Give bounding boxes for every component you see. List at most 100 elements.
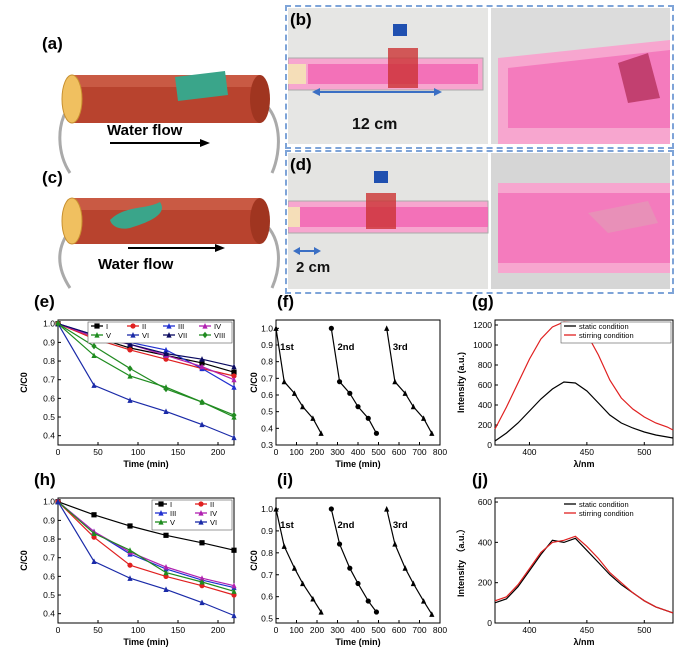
legend-marker (158, 501, 164, 507)
x-tick-label: 150 (171, 447, 185, 457)
x-tick-label: 800 (433, 447, 447, 457)
series-line-1 (57, 501, 235, 551)
photo-d (288, 153, 670, 289)
y-tick-label: 600 (478, 380, 492, 390)
data-point (91, 530, 97, 537)
series-line-6 (57, 323, 235, 439)
y-tick-label: 1200 (473, 320, 492, 330)
data-point (402, 565, 408, 571)
y-tick-label: 0.8 (261, 548, 273, 558)
legend-marker (158, 519, 164, 525)
y-tick-label: 1000 (473, 340, 492, 350)
data-point (199, 360, 205, 366)
panel-label-j: (j) (472, 470, 489, 489)
y-tick-label: 0.4 (43, 431, 55, 441)
x-tick-label: 300 (330, 625, 344, 635)
data-point (231, 373, 237, 379)
y-tick-label: 0.7 (43, 553, 55, 563)
water-flow-label-c: Water flow (98, 256, 174, 273)
series-line-2 (494, 535, 674, 614)
data-point (231, 612, 237, 619)
data-point (318, 609, 324, 615)
data-point (410, 403, 416, 410)
y-tick-label: 0 (487, 440, 492, 450)
x-tick-label: 500 (371, 447, 385, 457)
x-tick-label: 50 (93, 625, 103, 635)
data-point (310, 415, 316, 421)
y-tick-label: 0 (487, 618, 492, 628)
data-point (231, 547, 237, 553)
panel-label-d: (d) (290, 155, 312, 174)
data-point (429, 430, 435, 436)
y-axis-label: Intensity （a.u.） (456, 524, 466, 597)
data-point (231, 363, 237, 370)
series-line-6 (57, 501, 235, 617)
legend-marker (94, 323, 100, 329)
data-point (199, 578, 205, 585)
cycle-label: 2nd (338, 520, 355, 531)
data-point (365, 598, 371, 604)
series-line-1 (494, 381, 674, 442)
data-point (402, 390, 408, 396)
y-tick-label: 1.0 (43, 497, 55, 507)
data-point (127, 341, 133, 347)
data-point (91, 342, 97, 350)
tube-schematic-c (58, 197, 280, 289)
legend-label: VI (210, 518, 217, 527)
data-point (291, 390, 298, 396)
y-tick-label: 0.5 (261, 614, 273, 624)
data-point (55, 320, 61, 327)
data-point (347, 390, 353, 396)
data-point (127, 397, 133, 403)
x-tick-label: 600 (392, 447, 406, 457)
x-axis-label: Time (min) (123, 459, 168, 469)
legend-label: static condition (579, 500, 629, 509)
x-tick-label: 500 (637, 625, 651, 635)
x-tick-label: 0 (56, 625, 61, 635)
x-tick-label: 0 (56, 447, 61, 457)
data-point (384, 505, 390, 512)
data-point (355, 404, 361, 410)
series-line-2 (57, 501, 235, 596)
x-axis-label: Time (min) (335, 459, 380, 469)
photo-frame-d (285, 150, 674, 294)
x-tick-label: 0 (274, 625, 279, 635)
data-point (231, 582, 237, 589)
legend-label: I (106, 322, 108, 331)
plot-frame (494, 497, 674, 624)
y-axis-label: C/C0 (249, 550, 259, 571)
data-point (163, 408, 169, 415)
data-point (163, 385, 169, 393)
x-tick-label: 500 (371, 625, 385, 635)
y-axis-label: Intensity (a.u.) (456, 352, 466, 413)
chart-i: 0 100 200 300 400 500 600 700 800 0.5 0.6 0.7 0.8 0.9… (249, 497, 447, 647)
y-tick-label: 0.9 (43, 515, 55, 525)
y-tick-label: 0.6 (261, 390, 273, 400)
data-point (127, 547, 133, 553)
legend-marker (198, 501, 204, 507)
data-point (199, 363, 205, 370)
x-tick-label: 100 (131, 625, 145, 635)
data-point (291, 565, 298, 571)
y-tick-label: 1.0 (43, 319, 55, 329)
data-point (127, 372, 133, 379)
y-tick-label: 0.6 (43, 393, 55, 403)
panel-label-f: (f) (277, 292, 294, 311)
plot-frame (275, 497, 441, 624)
data-point (384, 325, 390, 331)
legend-label: static condition (579, 322, 629, 331)
y-tick-label: 0.5 (261, 407, 273, 417)
data-point (273, 505, 279, 512)
data-point (392, 378, 398, 385)
panel-label-i: (i) (277, 470, 294, 489)
data-point (199, 575, 205, 581)
x-tick-label: 400 (522, 625, 536, 635)
legend-label: stirring condition (579, 331, 634, 340)
x-tick-label: 700 (412, 447, 426, 457)
legend-label: III (178, 322, 184, 331)
data-point (410, 580, 416, 587)
x-tick-label: 400 (351, 625, 365, 635)
chart-h: 0 50 100 150 200 0.4 0.5 0.6 0.7 0.8 0.9 1.0 Time (m… (19, 497, 237, 647)
x-axis-label: Time (min) (335, 637, 380, 647)
data-point (281, 378, 287, 385)
